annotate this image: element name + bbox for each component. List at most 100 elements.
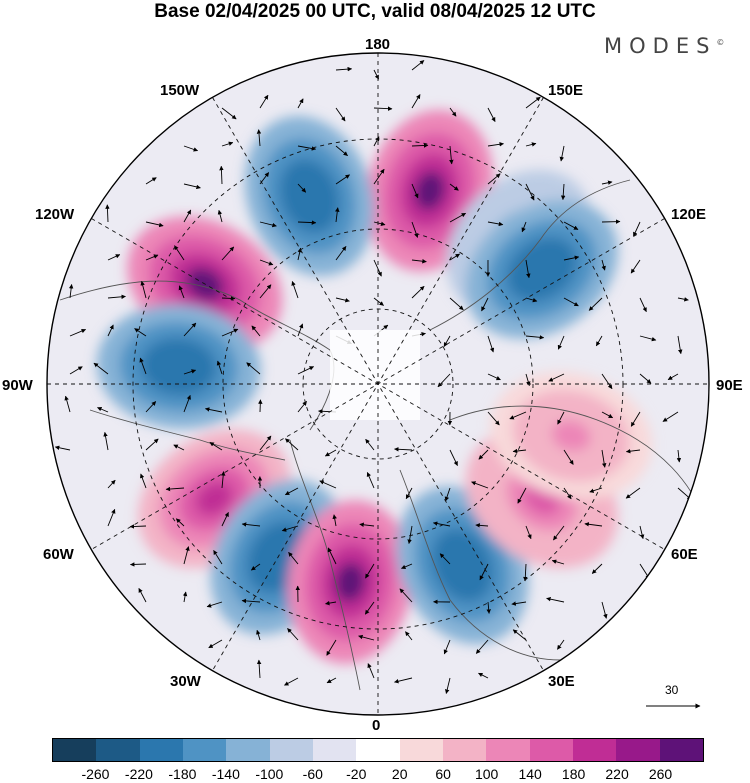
wind-vector	[297, 401, 307, 413]
wind-vector	[134, 328, 147, 337]
wind-vector	[365, 563, 375, 579]
wind-vector	[407, 525, 413, 544]
wind-vector	[288, 551, 299, 565]
wind-vector	[221, 512, 229, 527]
wind-vector	[662, 411, 679, 422]
wind-vector	[411, 285, 425, 299]
wind-vector	[639, 373, 652, 384]
wind-vector	[256, 659, 262, 679]
wind-vector	[401, 563, 413, 569]
wind-vector	[639, 525, 645, 540]
colorbar-tick-label: -20	[346, 766, 367, 782]
wind-vector	[601, 259, 606, 271]
wind-vector	[523, 563, 528, 582]
wind-vector	[595, 335, 603, 347]
wind-vector	[140, 473, 147, 489]
colorbar-tick-label: -100	[255, 766, 284, 782]
map-title: Base 02/04/2025 00 UTC, valid 08/04/2025…	[154, 1, 596, 22]
wind-vector	[107, 324, 114, 337]
wind-vector	[285, 438, 299, 451]
wind-vector	[553, 525, 565, 541]
wind-vector	[481, 297, 489, 312]
wind-vector	[486, 601, 491, 614]
colorbar-tick-label: 220	[605, 766, 629, 782]
wind-vector	[145, 177, 157, 185]
modes-logo: MODES©	[604, 34, 724, 58]
wind-vector	[584, 522, 603, 527]
wind-vector	[216, 360, 223, 375]
wind-vector	[208, 639, 223, 649]
wind-vector	[487, 221, 504, 227]
wind-vector	[399, 588, 413, 603]
wind-vector	[588, 297, 603, 311]
wind-vector	[103, 431, 109, 451]
wind-vector	[105, 204, 110, 223]
wind-vector	[165, 486, 185, 492]
lon-label-180: 180	[365, 36, 391, 53]
lon-label-30w: 30W	[170, 673, 201, 690]
wind-vector	[287, 628, 299, 641]
colorbar-box	[356, 739, 400, 761]
wind-vector	[677, 335, 683, 355]
wind-vector	[591, 563, 603, 574]
lon-label-90w: 90W	[2, 377, 33, 394]
wind-vector	[560, 183, 566, 201]
wind-vector	[411, 183, 419, 199]
wind-vector	[107, 294, 126, 300]
wind-vector	[297, 183, 307, 193]
wind-vector	[241, 598, 261, 604]
wind-vector	[625, 487, 641, 499]
logo-text: MODES	[604, 34, 717, 58]
wind-vector	[250, 563, 261, 571]
wind-vector	[525, 183, 535, 201]
wind-vector	[291, 280, 299, 299]
wind-vector	[175, 518, 185, 527]
wind-vector	[213, 550, 223, 565]
lon-label-150w: 150W	[160, 82, 200, 99]
wind-vector	[145, 438, 159, 451]
wind-vector	[145, 221, 164, 228]
wind-vector	[444, 487, 451, 502]
wind-vector	[107, 254, 121, 261]
colorbar-box	[182, 739, 227, 761]
wind-vector	[443, 335, 451, 347]
wind-vector	[297, 98, 304, 109]
wind-vector	[183, 145, 199, 152]
colorbar-tick-label: -260	[81, 766, 110, 782]
wind-vector	[335, 107, 346, 122]
wind-vector	[365, 438, 375, 451]
anomaly-contour	[446, 546, 479, 585]
colorbar-tick-label: 20	[391, 766, 408, 782]
wind-vector	[251, 325, 261, 337]
wind-vector	[174, 245, 185, 261]
colorbar-box	[269, 739, 313, 761]
wind-vector	[256, 129, 262, 147]
wind-vector	[373, 136, 380, 147]
wind-vector	[557, 411, 565, 425]
wind-vector	[138, 587, 147, 603]
wind-vector	[601, 373, 613, 390]
wind-vector	[487, 411, 500, 426]
wind-vector	[183, 394, 191, 413]
wind-vector	[93, 362, 109, 375]
colorbar-box	[486, 739, 530, 761]
wind-vector	[324, 449, 337, 457]
wind-vector	[411, 258, 427, 264]
wind-vector	[563, 221, 579, 230]
colorbar	[52, 738, 704, 762]
wind-vector	[373, 106, 393, 111]
wind-vector	[335, 174, 350, 185]
wind-vector	[246, 362, 261, 375]
wind-vector	[221, 296, 236, 301]
wind-vector	[639, 297, 647, 313]
wind-vector	[639, 335, 657, 342]
colorbar-box	[442, 739, 487, 761]
wind-vector	[512, 448, 527, 454]
reference-vector-label: 30	[665, 683, 679, 697]
wind-vector	[373, 168, 385, 185]
wind-vector	[364, 601, 375, 615]
wind-vector	[259, 259, 274, 266]
wind-vector	[221, 141, 234, 147]
wind-vector	[405, 487, 413, 500]
